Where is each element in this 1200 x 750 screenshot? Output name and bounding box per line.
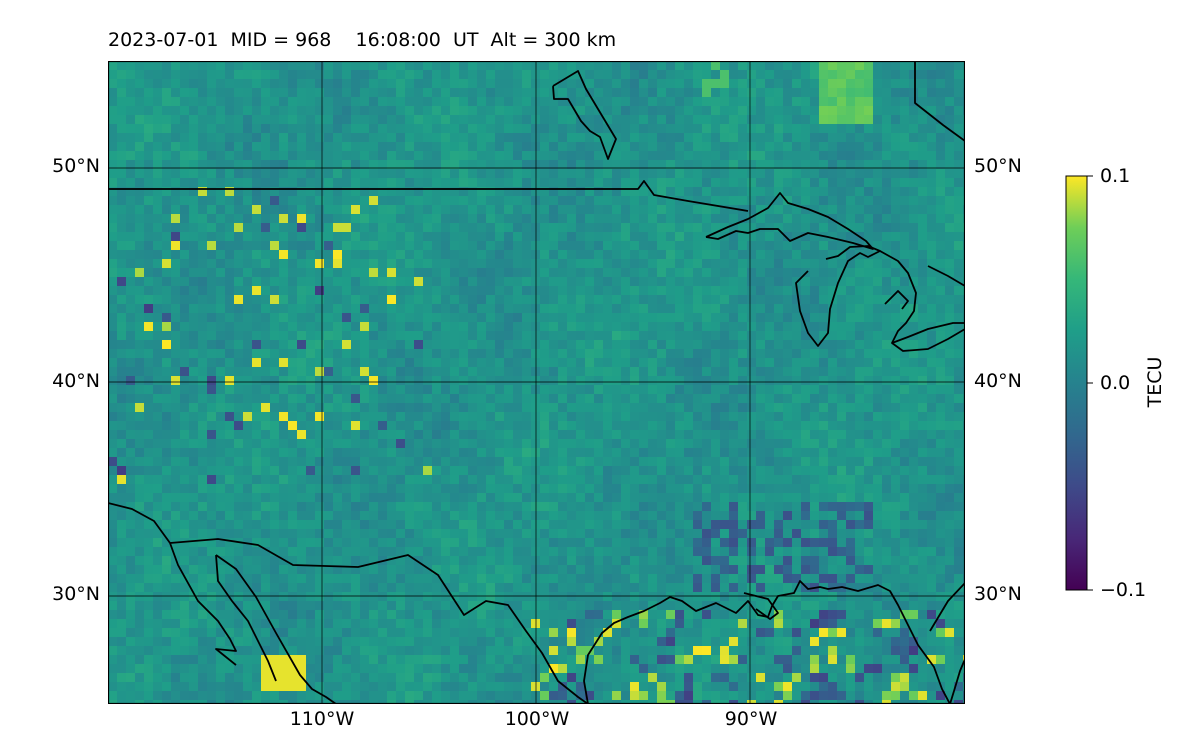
lat-label-left-40: 40°N xyxy=(52,370,100,392)
lon-label-90w: 90°W xyxy=(724,708,778,730)
lake-superior xyxy=(705,192,874,250)
lat-label-right-40: 40°N xyxy=(974,370,1022,392)
canada-coast-north xyxy=(552,70,617,160)
florida-gulf xyxy=(949,658,965,704)
colorbar xyxy=(1065,175,1093,591)
lon-label-100w: 100°W xyxy=(504,708,570,730)
lat-label-left-30: 30°N xyxy=(52,583,100,605)
lat-label-left-50: 50°N xyxy=(52,155,100,177)
florida-coast xyxy=(929,582,965,632)
colorbar-gradient xyxy=(1065,175,1088,591)
ontario-shore xyxy=(927,265,965,287)
lake-huron-east xyxy=(884,290,909,310)
colorbar-tick-label-zero: 0.0 xyxy=(1100,372,1131,394)
lat-label-right-50: 50°N xyxy=(974,155,1022,177)
lake-huron xyxy=(879,250,965,352)
hudson-bay-edge xyxy=(914,61,965,142)
map-border xyxy=(108,61,965,704)
baja-peninsula xyxy=(215,554,337,704)
lon-label-110w: 110°W xyxy=(289,708,355,730)
lake-erie xyxy=(891,322,965,344)
colorbar-title: TECU xyxy=(1144,356,1166,408)
baja-west-coast xyxy=(108,502,237,666)
graticule xyxy=(108,61,965,704)
map-overlay xyxy=(108,61,965,704)
colorbar-tick-label-min: −0.1 xyxy=(1100,579,1147,601)
colorbar-tick-label-max: 0.1 xyxy=(1100,165,1131,187)
coastlines-and-borders xyxy=(108,61,965,704)
lat-label-right-30: 30°N xyxy=(974,583,1022,605)
lake-michigan xyxy=(795,245,881,347)
map-panel[interactable] xyxy=(108,61,965,704)
map-title: 2023-07-01 MID = 968 16:08:00 UT Alt = 3… xyxy=(108,29,617,51)
louisiana-delta xyxy=(743,592,779,620)
us-canada-border xyxy=(108,180,749,212)
us-mexico-border xyxy=(169,538,589,704)
gulf-of-california xyxy=(215,554,277,682)
